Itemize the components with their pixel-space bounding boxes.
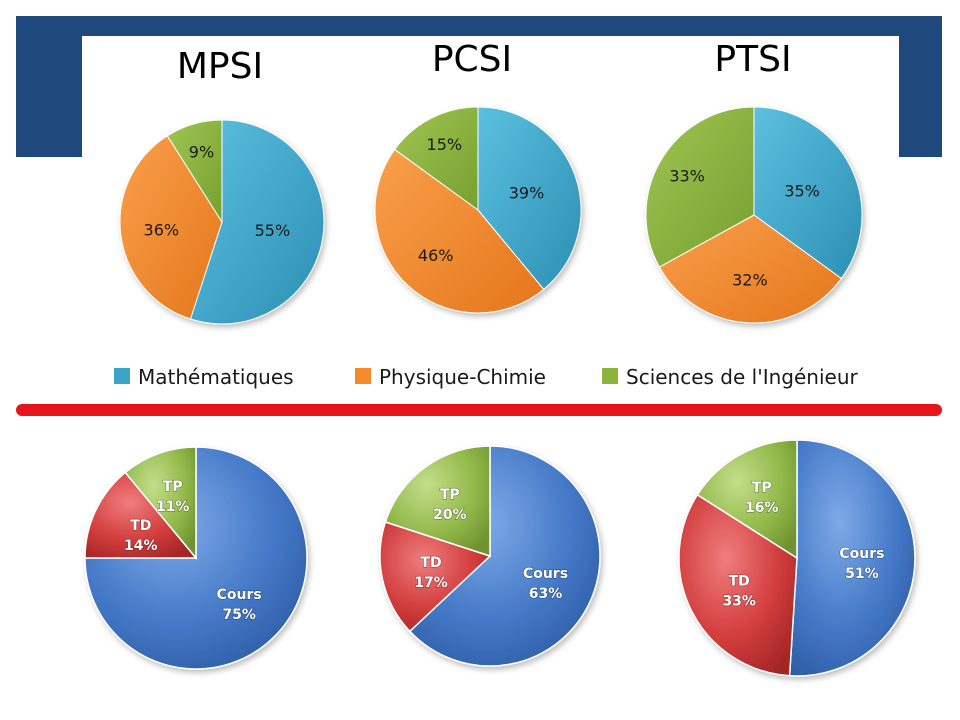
pie-pcsi-value-label-si: 15%: [427, 135, 463, 154]
pie-mpsi-hours-category-label-cours: Cours: [217, 587, 262, 603]
pie-mpsi-slice-si: [166, 119, 223, 224]
legend-swatch-physique: [355, 368, 371, 384]
pie-ptsi-value-label-physique: 32%: [732, 271, 768, 290]
pie-chart-ptsi-hours: [678, 439, 916, 677]
pie-pcsi-hours-slice-td: [379, 521, 492, 633]
red-divider: [16, 404, 942, 416]
legend-swatch-si: [602, 368, 618, 384]
pie-mpsi-slice-physique: [119, 135, 223, 320]
pie-mpsi-hours-category-label-tp: TP: [163, 479, 183, 495]
pie-chart-mpsi-hours: [84, 446, 308, 670]
chart-title-pcsi: PCSI: [432, 39, 512, 80]
legend-label-si: Sciences de l'Ingénieur: [626, 365, 859, 389]
pie-chart-mpsi: [119, 119, 325, 325]
pie-labels-bottom: Cours 75% TD 14% TP 11% Cours 63% TD 17% TP 20% Cour…: [123, 479, 885, 624]
pie-pcsi-hours-slice-cours: [408, 445, 601, 667]
pie-mpsi-hours-value-label-tp: 11%: [156, 499, 190, 515]
pie-pcsi-slice-si: [393, 106, 479, 211]
header-band: [16, 16, 942, 157]
pie-mpsi-hours-slice-td: [84, 471, 198, 559]
pie-chart-ptsi: [645, 106, 863, 324]
chart-title-mpsi: MPSI: [177, 46, 263, 87]
pie-mpsi-value-label-si: 9%: [189, 143, 214, 162]
pie-mpsi-value-label-maths: 55%: [255, 221, 291, 240]
legend-label-physique: Physique-Chimie: [379, 365, 546, 389]
pie-ptsi-hours-value-label-tp: 16%: [745, 500, 779, 516]
pie-pcsi-hours-category-label-tp: TP: [440, 487, 460, 503]
legend-swatch-maths: [114, 368, 130, 384]
pie-mpsi-value-label-physique: 36%: [144, 221, 180, 240]
pie-ptsi-slice-maths: [753, 106, 863, 280]
chart-title-ptsi: PTSI: [714, 39, 791, 80]
pie-mpsi-hours-slice-tp: [124, 446, 197, 561]
pie-pcsi-value-label-maths: 39%: [509, 184, 545, 203]
pie-pcsi-hours-value-label-cours: 63%: [529, 586, 563, 602]
pie-ptsi-hours-category-label-td: TD: [729, 574, 750, 590]
pie-labels-top: 55% 36% 9% 39% 46% 15% 35% 32% 33%: [144, 135, 820, 290]
pie-pcsi-hours-category-label-td: TD: [420, 555, 441, 571]
pie-pcsi-value-label-physique: 46%: [418, 246, 454, 265]
pie-mpsi-hours-value-label-cours: 75%: [222, 607, 256, 623]
pie-ptsi-hours-value-label-td: 33%: [722, 594, 756, 610]
pie-ptsi-hours-value-label-cours: 51%: [845, 566, 879, 582]
pie-mpsi-slice-maths: [189, 119, 325, 325]
pie-ptsi-value-label-maths: 35%: [784, 182, 820, 201]
pie-pcsi-slice-physique: [374, 148, 545, 314]
pie-ptsi-hours-slice-tp: [696, 439, 798, 560]
pie-ptsi-slice-si: [645, 106, 755, 268]
pie-pcsi-hours-category-label-cours: Cours: [523, 566, 568, 582]
pie-ptsi-value-label-si: 33%: [669, 166, 705, 185]
pie-pcsi-hours-slice-tp: [384, 445, 491, 558]
legend-label-maths: Mathématiques: [138, 365, 294, 389]
pie-chart-pcsi: [374, 106, 582, 314]
pie-ptsi-hours-slice-cours: [788, 439, 916, 677]
pie-ptsi-hours-category-label-tp: TP: [752, 480, 772, 496]
pie-pcsi-slice-maths: [477, 106, 582, 291]
pie-pcsi-hours-value-label-td: 17%: [414, 575, 448, 591]
pie-mpsi-hours-value-label-td: 14%: [124, 538, 158, 554]
pie-ptsi-hours-category-label-cours: Cours: [839, 546, 884, 562]
pie-pcsi-hours-value-label-tp: 20%: [433, 507, 467, 523]
pie-chart-pcsi-hours: [379, 445, 601, 667]
pie-mpsi-hours-category-label-td: TD: [130, 518, 151, 534]
pie-ptsi-slice-physique: [658, 214, 843, 324]
legend: Mathématiques Physique-Chimie Sciences d…: [114, 365, 859, 389]
